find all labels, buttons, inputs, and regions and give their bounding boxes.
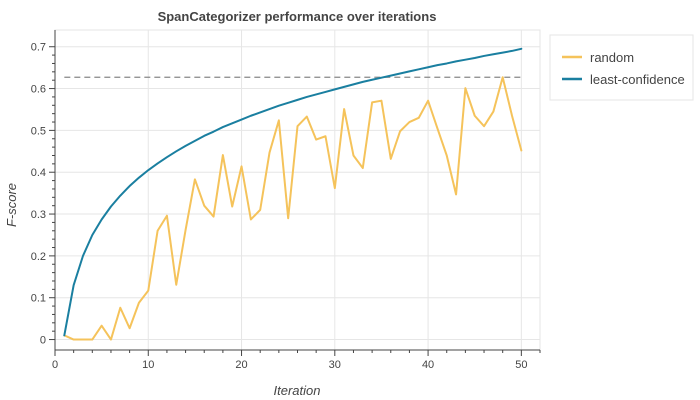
y-tick-label: 0.3 [31, 209, 46, 221]
y-tick-label: 0.2 [31, 251, 46, 263]
legend-label-least-confidence: least-confidence [590, 72, 685, 87]
chart-title: SpanCategorizer performance over iterati… [158, 9, 437, 24]
plot-area [54, 29, 541, 351]
legend: random least-confidence [549, 34, 694, 101]
x-tick-label: 0 [52, 359, 58, 371]
axes [49, 30, 541, 356]
y-tick-label: 0.6 [31, 84, 46, 96]
x-axis-label: Iteration [274, 383, 321, 398]
x-tick-label: 30 [329, 359, 341, 371]
y-tick-label: 0.7 [31, 42, 46, 54]
y-tick-label: 0.5 [31, 125, 46, 137]
x-tick-label: 50 [515, 359, 527, 371]
x-tick-label: 40 [422, 359, 434, 371]
series-line-random [63, 76, 523, 341]
x-tick-label: 20 [235, 359, 247, 371]
y-tick-label: 0 [40, 335, 46, 347]
x-tick-label: 10 [142, 359, 154, 371]
y-tick-label: 0.1 [31, 293, 46, 305]
grid [54, 30, 540, 350]
tick-labels: 0 10 20 30 40 50 0 0.1 0.2 0.3 0.4 0.5 0.6 0.7 [31, 42, 528, 371]
series-line-least-confidence [63, 47, 523, 337]
legend-label-random: random [590, 50, 634, 65]
legend-box [549, 34, 694, 101]
y-axis-label: F-score [4, 183, 19, 227]
series-group [63, 47, 523, 341]
y-tick-label: 0.4 [31, 167, 46, 179]
